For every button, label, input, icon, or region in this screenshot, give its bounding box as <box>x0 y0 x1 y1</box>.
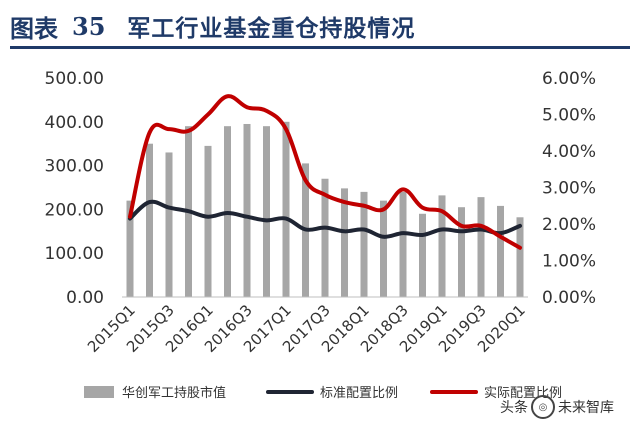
bar <box>126 200 134 297</box>
y-right-tick-label: 6.00% <box>542 69 596 89</box>
legend-bar-label: 华创军工持股市值 <box>122 385 226 401</box>
figure-prefix: 图表 <box>10 13 58 43</box>
figure-title: 军工行业基金重仓持股情况 <box>127 15 416 42</box>
watermark-right-text: 未来智库 <box>558 400 614 416</box>
legend-benchmark-label: 标准配置比例 <box>320 386 398 401</box>
y-left-tick-label: 500.00 <box>45 69 104 89</box>
watermark: 头条 ◎ 未来智库 <box>500 394 636 420</box>
bar <box>497 205 504 297</box>
bar <box>477 197 485 297</box>
bar <box>380 200 387 297</box>
bar <box>243 123 251 298</box>
bar <box>516 217 524 297</box>
figure-number: 35 <box>72 11 106 41</box>
y-right-tick-label: 3.00% <box>542 179 596 199</box>
bar <box>263 126 270 298</box>
watermark-left-text: 头条 <box>500 400 528 416</box>
bar <box>146 143 153 297</box>
y-left-tick-label: 200.00 <box>45 200 104 220</box>
bar <box>438 195 446 297</box>
bar <box>360 191 368 297</box>
title-underline <box>10 46 630 49</box>
bar <box>341 188 348 297</box>
bar <box>321 178 329 297</box>
legend-bar-swatch <box>84 386 114 398</box>
watermark-logo-icon: ◎ <box>531 395 555 419</box>
y-right-tick-label: 2.00% <box>542 215 596 235</box>
bar <box>165 152 173 297</box>
y-left-tick-label: 100.00 <box>45 244 104 264</box>
y-left-tick-label: 400.00 <box>45 113 104 133</box>
y-right-tick-label: 0.00% <box>542 288 596 308</box>
figure-title-row: 图表 35 军工行业基金重仓持股情况 <box>10 8 630 44</box>
bar <box>204 145 212 297</box>
bar <box>399 191 407 297</box>
y-left-tick-label: 0.00 <box>66 288 104 308</box>
bar <box>458 207 465 297</box>
benchmark-ratio-line <box>128 199 522 239</box>
y-right-tick-label: 4.00% <box>542 142 596 162</box>
y-right-tick-label: 5.00% <box>542 106 596 126</box>
bar <box>419 213 426 297</box>
y-left-tick-label: 300.00 <box>45 157 104 177</box>
bar <box>282 121 290 297</box>
actual-ratio-line <box>128 94 522 250</box>
y-right-tick-label: 1.00% <box>542 252 596 272</box>
